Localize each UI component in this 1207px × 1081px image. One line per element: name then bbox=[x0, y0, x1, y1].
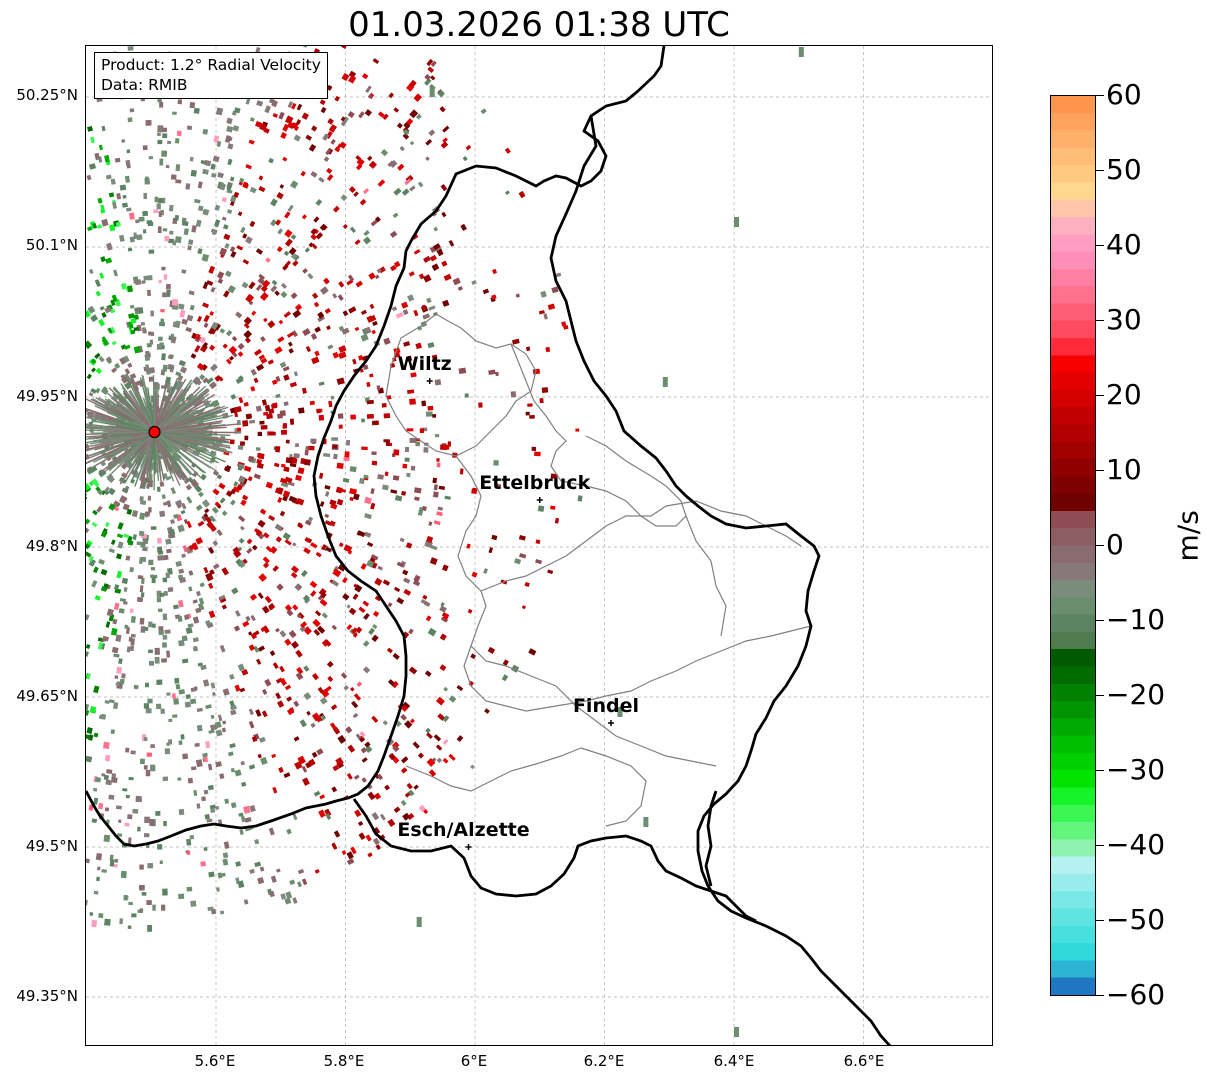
canton-boundary bbox=[510, 343, 687, 527]
colorbar-tick-label: 50 bbox=[1106, 153, 1142, 186]
gridlines bbox=[86, 46, 992, 1045]
colorbar-tick bbox=[1096, 320, 1104, 321]
boundaries bbox=[86, 46, 892, 1045]
colorbar-tick bbox=[1096, 245, 1104, 246]
radar-map-canvas[interactable]: Wiltz Ettelbruck Findel Esch/Alzette bbox=[86, 46, 993, 1046]
city-esch-alzette[interactable]: Esch/Alzette bbox=[397, 819, 530, 850]
city-wiltz[interactable]: Wiltz bbox=[398, 353, 452, 384]
colorbar-tick bbox=[1096, 395, 1104, 396]
map-title: 01.03.2026 01:38 UTC bbox=[348, 5, 730, 45]
colorbar-tick bbox=[1096, 920, 1104, 921]
product-label: Product: 1.2° Radial Velocity bbox=[101, 56, 321, 74]
colorbar-tick bbox=[1096, 695, 1104, 696]
colorbar-tick-label: 0 bbox=[1106, 528, 1124, 561]
canton-boundary bbox=[470, 645, 717, 767]
y-tick-label: 50.1°N bbox=[25, 236, 78, 254]
city-markers: Wiltz Ettelbruck Findel Esch/Alzette bbox=[397, 353, 639, 850]
city-label: Wiltz bbox=[398, 353, 452, 375]
colorbar-tick bbox=[1096, 170, 1104, 171]
colorbar-tick-label: −30 bbox=[1106, 753, 1166, 786]
colorbar-tick-label: −50 bbox=[1106, 903, 1166, 936]
colorbar-tick-label: 40 bbox=[1106, 228, 1142, 261]
city-label: Esch/Alzette bbox=[397, 819, 529, 841]
colorbar-tick-label: −40 bbox=[1106, 828, 1166, 861]
velocity-colorbar bbox=[1050, 95, 1096, 996]
y-tick-label: 49.35°N bbox=[16, 987, 78, 1005]
y-tick-label: 49.8°N bbox=[25, 537, 78, 555]
radar-site-marker[interactable] bbox=[148, 425, 161, 439]
colorbar-tick bbox=[1096, 470, 1104, 471]
map-panel[interactable]: Wiltz Ettelbruck Findel Esch/Alzette bbox=[85, 45, 993, 1046]
x-tick-label: 6°E bbox=[460, 1052, 488, 1070]
canton-boundary bbox=[580, 747, 647, 827]
colorbar-tick-label: −60 bbox=[1106, 978, 1166, 1011]
colorbar-tick-label: 60 bbox=[1106, 78, 1142, 111]
x-tick-label: 6.4°E bbox=[713, 1052, 755, 1070]
colorbar-tick-label: 20 bbox=[1106, 378, 1142, 411]
y-tick-label: 49.95°N bbox=[16, 387, 78, 405]
canton-boundary bbox=[480, 500, 802, 592]
y-tick-label: 49.65°N bbox=[16, 687, 78, 705]
canton-boundary bbox=[685, 515, 727, 637]
x-tick-label: 6.2°E bbox=[583, 1052, 625, 1070]
data-source-label: Data: RMIB bbox=[101, 76, 188, 94]
colorbar-tick-label: 30 bbox=[1106, 303, 1142, 336]
colorbar-tick-label: −20 bbox=[1106, 678, 1166, 711]
country-border bbox=[549, 115, 892, 1045]
y-tick-label: 49.5°N bbox=[25, 837, 78, 855]
city-ettelbruck[interactable]: Ettelbruck bbox=[479, 472, 591, 503]
canton-boundary bbox=[525, 625, 812, 712]
colorbar-tick-label: −10 bbox=[1106, 603, 1166, 636]
x-tick-label: 5.6°E bbox=[194, 1052, 236, 1070]
x-tick-label: 5.8°E bbox=[323, 1052, 365, 1070]
canton-boundary bbox=[455, 455, 527, 712]
colorbar-tick bbox=[1096, 995, 1104, 996]
country-border bbox=[352, 798, 757, 923]
canton-boundary bbox=[405, 747, 582, 792]
product-info-box: Product: 1.2° Radial Velocity Data: RMIB bbox=[94, 52, 328, 99]
canton-boundary bbox=[385, 313, 537, 457]
x-tick-label: 6.6°E bbox=[843, 1052, 885, 1070]
colorbar-tick bbox=[1096, 95, 1104, 96]
colorbar-tick bbox=[1096, 545, 1104, 546]
y-tick-label: 50.25°N bbox=[16, 86, 78, 104]
country-border bbox=[704, 790, 718, 887]
colorbar-tick-label: 10 bbox=[1106, 453, 1142, 486]
colorbar-tick bbox=[1096, 620, 1104, 621]
colorbar-tick bbox=[1096, 845, 1104, 846]
city-label: Ettelbruck bbox=[479, 472, 590, 494]
colorbar-tick bbox=[1096, 770, 1104, 771]
city-findel[interactable]: Findel bbox=[573, 695, 639, 726]
colorbar-unit-label: m/s bbox=[1171, 510, 1205, 562]
city-label: Findel bbox=[573, 695, 639, 717]
country-border bbox=[86, 46, 666, 848]
radar-echoes bbox=[86, 46, 804, 1037]
